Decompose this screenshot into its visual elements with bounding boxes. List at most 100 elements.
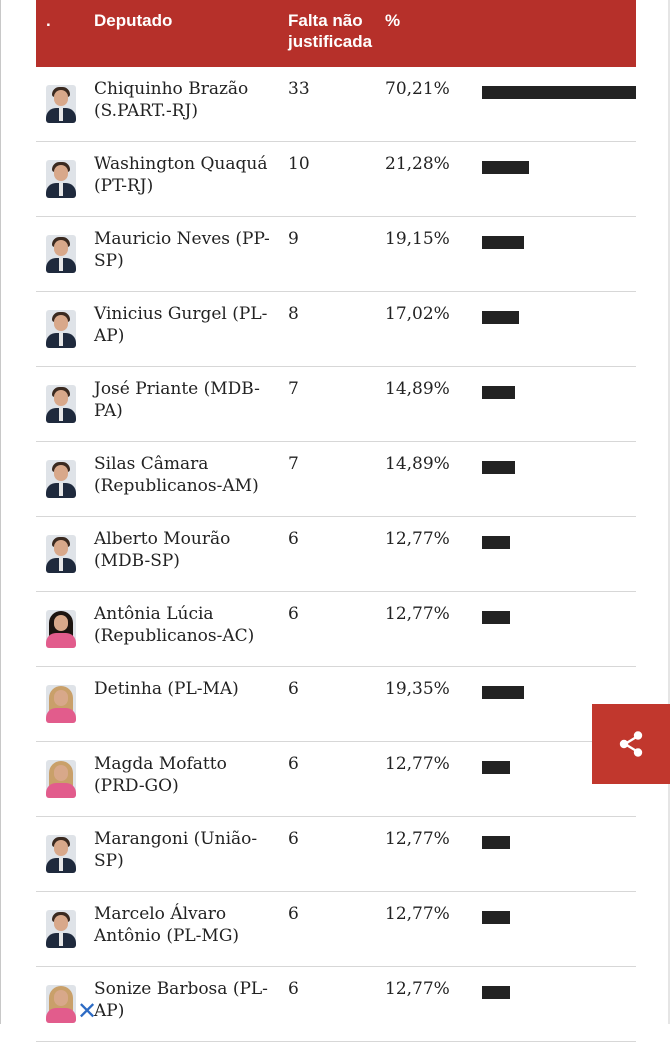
percent-bar (482, 461, 515, 474)
percent-value: 12,77% (385, 754, 450, 774)
table-row: Detinha (PL-MA) 6 19,35% (36, 667, 636, 742)
deputy-name: Antônia Lúcia (Republicanos-AC) (94, 604, 255, 646)
percent-value: 12,77% (385, 904, 450, 924)
percent-value: 12,77% (385, 979, 450, 999)
percent-bar (482, 911, 510, 924)
table-row: Mauricio Neves (PP-SP) 9 19,15% (36, 217, 636, 292)
percent-bar-track (482, 311, 636, 324)
percent-value: 19,35% (385, 679, 450, 699)
percent-bar (482, 611, 510, 624)
avatar (46, 760, 76, 798)
falta-count: 6 (288, 529, 299, 549)
avatar (46, 460, 76, 498)
percent-bar-track (482, 536, 636, 549)
percent-value: 17,02% (385, 304, 450, 324)
share-button[interactable] (592, 704, 670, 784)
percent-bar-track (482, 611, 636, 624)
percent-bar (482, 311, 519, 324)
page-left-border (0, 0, 1, 1024)
percent-bar (482, 986, 510, 999)
absence-table: . Deputado Falta não justificada % Chiqu… (36, 0, 636, 1042)
deputy-name: Washington Quaquá (PT-RJ) (94, 154, 268, 196)
percent-bar-track (482, 911, 636, 924)
falta-count: 9 (288, 229, 299, 249)
percent-value: 14,89% (385, 454, 450, 474)
deputy-name: Chiquinho Brazão (S.PART.-RJ) (94, 79, 249, 121)
falta-count: 6 (288, 604, 299, 624)
deputy-name: Sonize Barbosa (PL-AP) (94, 979, 268, 1021)
percent-value: 70,21% (385, 79, 450, 99)
avatar (46, 85, 76, 123)
percent-bar-track (482, 461, 636, 474)
percent-bar-track (482, 986, 636, 999)
table-row: Marangoni (União-SP) 6 12,77% (36, 817, 636, 892)
falta-count: 10 (288, 154, 310, 174)
falta-count: 33 (288, 79, 310, 99)
avatar (46, 610, 76, 648)
deputy-name: Vinicius Gurgel (PL-AP) (94, 304, 268, 346)
falta-count: 6 (288, 754, 299, 774)
percent-bar-track (482, 161, 636, 174)
share-icon (619, 731, 643, 757)
table-row: Marcelo Álvaro Antônio (PL-MG) 6 12,77% (36, 892, 636, 967)
avatar (46, 685, 76, 723)
deputy-name: Detinha (PL-MA) (94, 679, 239, 699)
avatar (46, 235, 76, 273)
percent-bar-track (482, 236, 636, 249)
avatar (46, 310, 76, 348)
percent-value: 12,77% (385, 604, 450, 624)
percent-value: 12,77% (385, 829, 450, 849)
header-index: . (46, 11, 51, 30)
falta-count: 6 (288, 979, 299, 999)
falta-count: 6 (288, 679, 299, 699)
table-row: Chiquinho Brazão (S.PART.-RJ) 33 70,21% (36, 67, 636, 142)
falta-count: 7 (288, 454, 299, 474)
percent-value: 12,77% (385, 529, 450, 549)
percent-value: 14,89% (385, 379, 450, 399)
header-falta[interactable]: Falta não justificada (288, 11, 373, 51)
percent-bar (482, 761, 510, 774)
avatar (46, 385, 76, 423)
table-row: Antônia Lúcia (Republicanos-AC) 6 12,77% (36, 592, 636, 667)
deputy-name: Marangoni (União-SP) (94, 829, 258, 871)
table-row: Silas Câmara (Republicanos-AM) 7 14,89% (36, 442, 636, 517)
falta-count: 8 (288, 304, 299, 324)
table-body: Chiquinho Brazão (S.PART.-RJ) 33 70,21% Was… (36, 67, 636, 1042)
avatar (46, 835, 76, 873)
falta-count: 6 (288, 829, 299, 849)
percent-bar (482, 86, 636, 99)
percent-bar (482, 686, 524, 699)
percent-value: 19,15% (385, 229, 450, 249)
table-row: Vinicius Gurgel (PL-AP) 8 17,02% (36, 292, 636, 367)
table-row: Alberto Mourão (MDB-SP) 6 12,77% (36, 517, 636, 592)
table-row: Sonize Barbosa (PL-AP) 6 12,77% (36, 967, 636, 1042)
percent-bar (482, 536, 510, 549)
percent-bar-track (482, 686, 636, 699)
percent-bar-track (482, 86, 636, 99)
percent-bar (482, 836, 510, 849)
percent-bar-track (482, 836, 636, 849)
percent-bar-track (482, 386, 636, 399)
percent-bar-track (482, 761, 636, 774)
deputy-name: José Priante (MDB-PA) (94, 379, 260, 421)
avatar (46, 910, 76, 948)
table-row: José Priante (MDB-PA) 7 14,89% (36, 367, 636, 442)
deputy-name: Mauricio Neves (PP-SP) (94, 229, 270, 271)
table-header: . Deputado Falta não justificada % (36, 0, 636, 67)
percent-bar (482, 236, 524, 249)
table-row: Washington Quaquá (PT-RJ) 10 21,28% (36, 142, 636, 217)
percent-value: 21,28% (385, 154, 450, 174)
deputy-name: Marcelo Álvaro Antônio (PL-MG) (94, 904, 240, 946)
deputy-name: Alberto Mourão (MDB-SP) (94, 529, 231, 571)
falta-count: 6 (288, 904, 299, 924)
deputy-name: Silas Câmara (Republicanos-AM) (94, 454, 259, 496)
percent-bar (482, 161, 529, 174)
percent-bar (482, 386, 515, 399)
page-right-border (668, 0, 670, 1024)
avatar (46, 160, 76, 198)
deputy-name: Magda Mofatto (PRD-GO) (94, 754, 227, 796)
avatar (46, 535, 76, 573)
header-percent[interactable]: % (385, 11, 401, 30)
close-icon[interactable]: ✕ (76, 997, 98, 1025)
header-deputado[interactable]: Deputado (94, 11, 173, 30)
